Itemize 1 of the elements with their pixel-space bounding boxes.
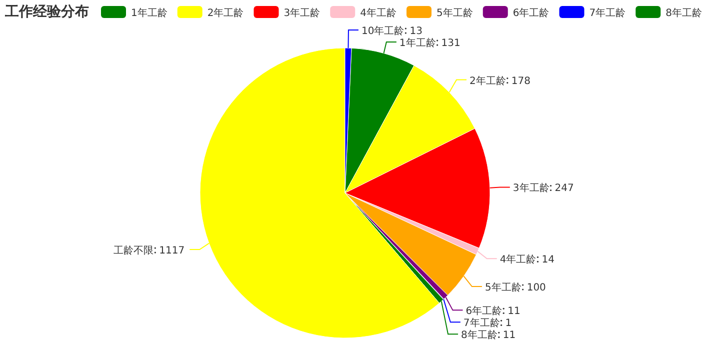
title: 工作经验分布: [5, 4, 89, 20]
